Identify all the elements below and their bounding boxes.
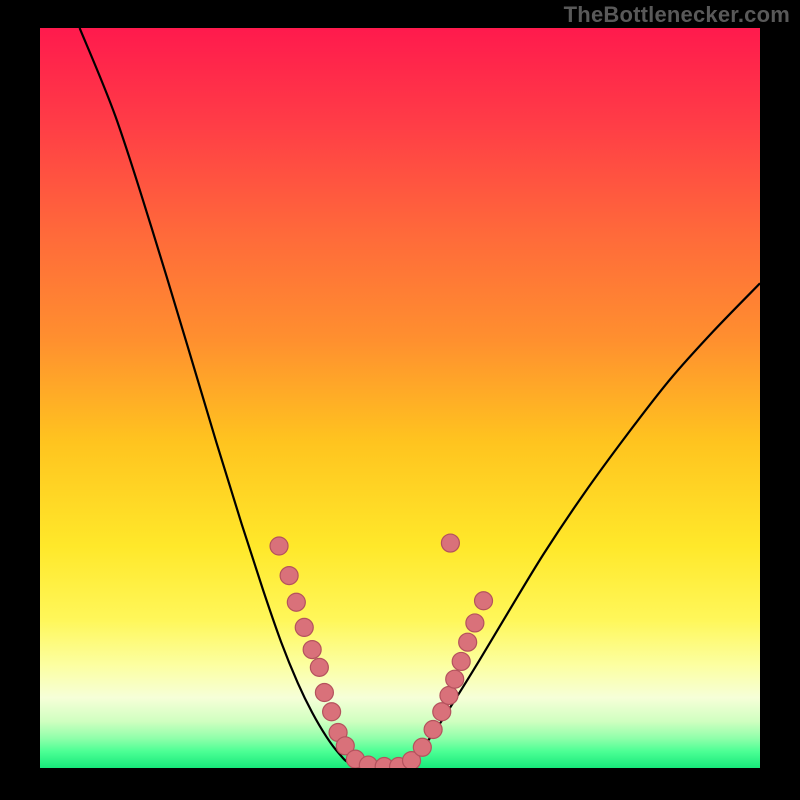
data-marker xyxy=(441,534,459,552)
data-marker xyxy=(440,686,458,704)
data-marker xyxy=(280,567,298,585)
data-marker xyxy=(459,633,477,651)
data-marker xyxy=(433,703,451,721)
plot-area xyxy=(40,28,760,776)
chart-stage: TheBottlenecker.com xyxy=(0,0,800,800)
data-marker xyxy=(270,537,288,555)
data-marker xyxy=(315,684,333,702)
data-marker xyxy=(475,592,493,610)
data-marker xyxy=(295,618,313,636)
data-marker xyxy=(303,641,321,659)
data-marker xyxy=(466,614,484,632)
data-marker xyxy=(287,593,305,611)
data-marker xyxy=(424,721,442,739)
plot-gradient-background xyxy=(40,28,760,768)
data-marker xyxy=(310,658,328,676)
data-marker xyxy=(446,670,464,688)
bottleneck-chart xyxy=(0,0,800,800)
data-marker xyxy=(323,703,341,721)
data-marker xyxy=(452,652,470,670)
data-marker xyxy=(413,738,431,756)
